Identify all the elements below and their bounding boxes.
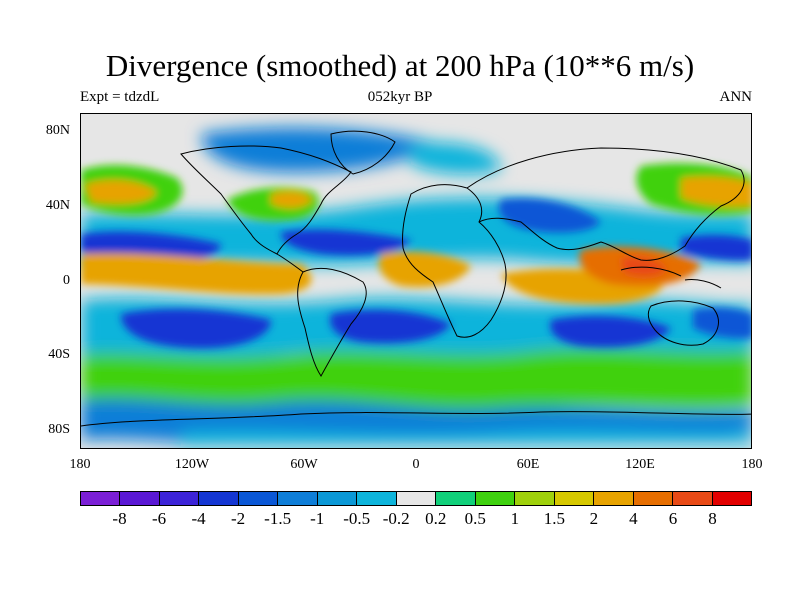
south-atlantic-convergence-zone (330, 309, 451, 344)
colorbar (80, 491, 752, 506)
colorbar-box-4 (238, 492, 279, 505)
colorbar-label: -0.2 (382, 509, 410, 528)
coastlines (81, 130, 751, 427)
season-label: ANN (719, 89, 753, 105)
experiment-label: Expt = tdzdL (80, 89, 160, 105)
maritime-continent-coast (620, 266, 722, 289)
west-pacific-convergence-zone (681, 234, 751, 261)
greenland-coast (330, 130, 396, 175)
colorbar-box-8 (396, 492, 437, 505)
colorbar-box-3 (199, 492, 239, 505)
colorbar-box-14 (633, 492, 674, 505)
lon-label-180e: 180 (741, 457, 763, 472)
lon-label-60w: 60W (290, 457, 318, 472)
colorbar-label: -1.5 (264, 509, 292, 528)
colorbar-box-11 (515, 492, 555, 505)
europe-africa-coast (402, 184, 507, 338)
south-america-divergence (378, 251, 471, 288)
colorbar-label: -6 (151, 509, 167, 528)
colorbar-box-0 (81, 492, 121, 505)
plot-title: Divergence (smoothed) at 200 hPa (10**6 … (105, 48, 695, 83)
colorbar-label: 8 (708, 509, 717, 528)
south-pacific-convergence-zone (121, 308, 271, 349)
lat-label-80n: 80N (45, 123, 70, 138)
north-atlantic-cyan (411, 142, 501, 175)
colorbar-label: 0.5 (464, 509, 486, 528)
north-pacific-orange-core (85, 179, 157, 204)
lat-label-40n: 40N (45, 198, 70, 213)
southern-ocean-divergence-band (81, 341, 751, 416)
lat-label-40s: 40S (48, 347, 70, 362)
lon-label-60e: 60E (516, 457, 540, 472)
lat-label-0: 0 (63, 273, 70, 288)
divergence-map (80, 113, 752, 449)
lat-label-80s: 80S (48, 422, 70, 437)
colorbar-box-1 (120, 492, 160, 505)
colorbar-box-5 (278, 492, 318, 505)
colorbar-box-7 (357, 492, 397, 505)
antarctica-coast (81, 411, 751, 427)
colorbar-box-13 (594, 492, 634, 505)
north-atlantic-convergence-zone (281, 229, 411, 256)
arctic-blue-region (201, 127, 441, 173)
colorbar-label: -8 (112, 509, 127, 528)
warm-pool-maximum (621, 256, 667, 277)
colorbar-label: 0.2 (425, 509, 447, 528)
time-label: 052kyr BP (367, 89, 433, 105)
australia-coast (647, 300, 719, 346)
colorbar-label: -0.5 (343, 509, 371, 528)
colorbar-box-6 (317, 492, 358, 505)
equatorial-divergence-band (81, 253, 312, 295)
south-america-coast (297, 267, 367, 377)
colorbar-box-15 (673, 492, 713, 505)
colorbar-label: 2 (589, 509, 599, 528)
lon-label-120w: 120W (174, 457, 210, 472)
lon-label-180w: 180 (69, 457, 91, 472)
eurasia-coast (466, 147, 745, 261)
antarctic-blue-strip (181, 430, 751, 446)
south-indian-convergence-zone (550, 315, 671, 348)
colorbar-label: 4 (629, 509, 638, 528)
colorbar-box-16 (712, 492, 751, 505)
colorbar-box-9 (436, 492, 476, 505)
north-america-orange-core (271, 191, 313, 209)
colorbar-label: -2 (231, 509, 246, 528)
colorbar-box-10 (475, 492, 516, 505)
lon-label-120e: 120E (625, 457, 655, 472)
lon-label-0: 0 (412, 457, 420, 472)
central-america-coast (276, 253, 304, 273)
colorbar-box-12 (554, 492, 595, 505)
colorbar-label: -1 (310, 509, 325, 528)
colorbar-label: 6 (668, 509, 678, 528)
colorbar-box-2 (159, 492, 200, 505)
colorbar-label: 1.5 (543, 509, 565, 528)
colorbar-label: -4 (191, 509, 206, 528)
colorbar-label: 1 (510, 509, 520, 528)
tasman-convergence-zone (693, 307, 751, 339)
north-america-coast (180, 145, 352, 255)
